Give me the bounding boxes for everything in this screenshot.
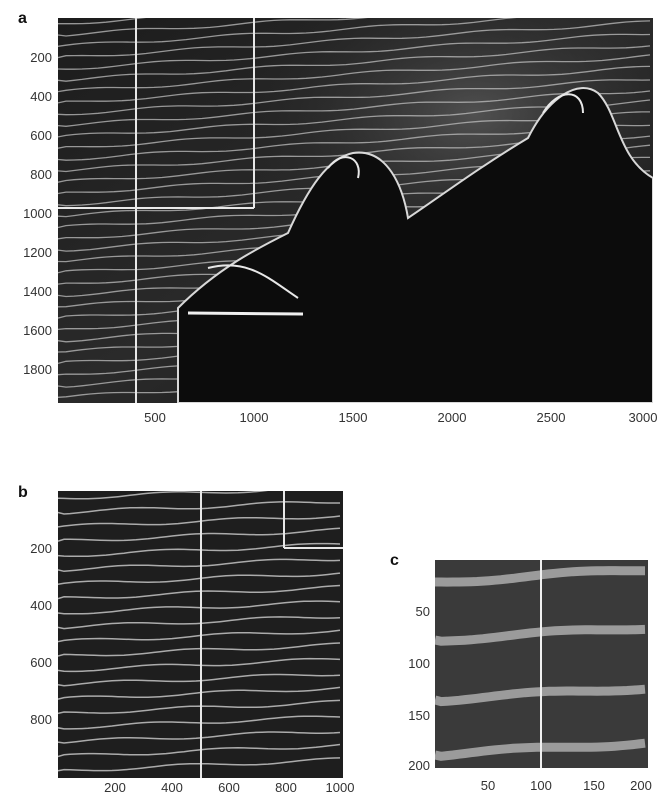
streak-line	[58, 527, 341, 542]
panel-b-xtick: 1000	[325, 780, 355, 795]
panel-a-xtick: 1000	[239, 410, 269, 425]
panel-a-xtick: 2500	[536, 410, 566, 425]
panel-b-ytick: 600	[30, 655, 52, 670]
panel-a-ytick: 400	[30, 89, 52, 104]
streak-line	[58, 657, 341, 673]
streak-line	[58, 629, 341, 643]
panel-b-xtick: 800	[275, 780, 297, 795]
streak-line	[58, 616, 341, 630]
panel-a-ytick: 800	[30, 167, 52, 182]
panel-b-ytick: 400	[30, 598, 52, 613]
panel-a-ytick: 200	[30, 50, 52, 65]
panel-a-xtick: 3000	[628, 410, 658, 425]
streak-line	[58, 54, 651, 93]
plate-edge	[187, 311, 304, 316]
streak-line	[58, 33, 651, 70]
streak-line	[58, 699, 341, 715]
streak-line	[58, 715, 341, 730]
streak-line	[58, 731, 341, 744]
panel-c-ytick: 50	[415, 604, 430, 619]
panel-b-ytick: 200	[30, 541, 52, 556]
panel-c-image	[435, 560, 648, 768]
panel-b-ytick: 800	[30, 712, 52, 727]
panel-a-flow-visualization	[58, 18, 653, 403]
streak-line	[58, 642, 341, 657]
streak-line	[58, 600, 341, 615]
panel-a-image	[58, 18, 653, 403]
streak-line	[58, 45, 651, 82]
panel-b-letter: b	[18, 484, 28, 501]
panel-c-ytick: 100	[408, 656, 430, 671]
streak-line	[58, 558, 341, 573]
panel-a-ytick: 1600	[23, 323, 52, 338]
panel-a-ytick: 1400	[23, 284, 52, 299]
streak-line	[58, 18, 368, 37]
panel-c-xtick: 50	[480, 778, 496, 793]
panel-b-xtick: 600	[218, 780, 240, 795]
streak-line	[58, 686, 341, 700]
streak-line	[58, 515, 341, 528]
panel-a-xtick: 1500	[338, 410, 368, 425]
panel-c-ytick: 200	[408, 758, 430, 773]
streak-line	[58, 18, 517, 47]
streak-line	[58, 673, 341, 687]
panel-a-xtick: 500	[144, 410, 166, 425]
panel-a-letter: a	[18, 10, 27, 27]
panel-c-xtick: 200	[630, 778, 652, 793]
streak-line	[58, 584, 341, 600]
panel-a-ytick: 1200	[23, 245, 52, 260]
streak-line	[58, 501, 340, 515]
panel-a-ytick: 600	[30, 128, 52, 143]
panel-c-xtick: 100	[530, 778, 552, 793]
panel-c-xtick: 150	[583, 778, 605, 793]
panel-c-letter: c	[390, 552, 399, 569]
streak-line	[58, 757, 341, 772]
panel-b-xtick: 200	[104, 780, 126, 795]
streak-line	[58, 20, 651, 59]
panel-a-xtick: 2000	[437, 410, 467, 425]
panel-a-ytick: 1800	[23, 362, 52, 377]
panel-c-flow-visualization	[435, 560, 648, 768]
streak-line	[58, 542, 341, 558]
panel-c-ytick: 150	[408, 708, 430, 723]
streak-line	[58, 743, 341, 758]
panel-a-ytick: 1000	[23, 206, 52, 221]
streak-line	[58, 65, 651, 104]
streak-line	[58, 491, 269, 500]
streak-line	[58, 572, 341, 586]
panel-b-xtick: 400	[161, 780, 183, 795]
streak-line	[58, 79, 651, 116]
wake-region	[177, 87, 653, 403]
panel-b-flow-visualization	[58, 491, 343, 778]
panel-b-image	[58, 491, 343, 778]
streak-line	[58, 90, 651, 127]
